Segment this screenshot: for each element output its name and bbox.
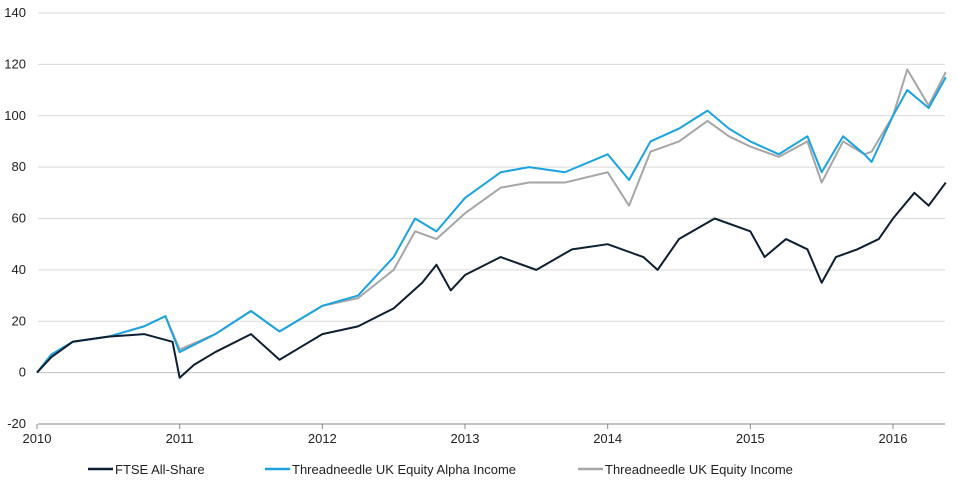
- legend-label: FTSE All-Share: [115, 462, 205, 477]
- legend-label: Threadneedle UK Equity Income: [605, 462, 793, 477]
- legend-label: Threadneedle UK Equity Alpha Income: [292, 462, 516, 477]
- legend-item: Threadneedle UK Equity Alpha Income: [265, 462, 516, 477]
- y-tick-label: -20: [7, 416, 26, 431]
- y-tick-label: 80: [12, 159, 26, 174]
- series-line-2: [36, 68, 947, 374]
- y-tick-label: 140: [4, 5, 26, 20]
- x-tick-label: 2016: [879, 431, 908, 446]
- y-tick-label: 120: [4, 56, 26, 71]
- x-tick-label: 2010: [23, 431, 52, 446]
- y-tick-label: 60: [12, 211, 26, 226]
- x-tick-label: 2011: [166, 431, 194, 446]
- y-tick-label: 20: [12, 313, 26, 328]
- series-line-1: [36, 76, 947, 374]
- y-tick-label: 100: [4, 108, 26, 123]
- legend-item: FTSE All-Share: [88, 462, 205, 477]
- x-tick-label: 2012: [308, 431, 337, 446]
- series-line-0: [36, 181, 947, 379]
- x-tick-label: 2015: [736, 431, 765, 446]
- x-tick-label: 2013: [451, 431, 480, 446]
- legend-item: Threadneedle UK Equity Income: [578, 462, 793, 477]
- x-tick-label: 2014: [593, 431, 622, 446]
- y-tick-label: 40: [12, 262, 26, 277]
- y-tick-label: 0: [19, 365, 26, 380]
